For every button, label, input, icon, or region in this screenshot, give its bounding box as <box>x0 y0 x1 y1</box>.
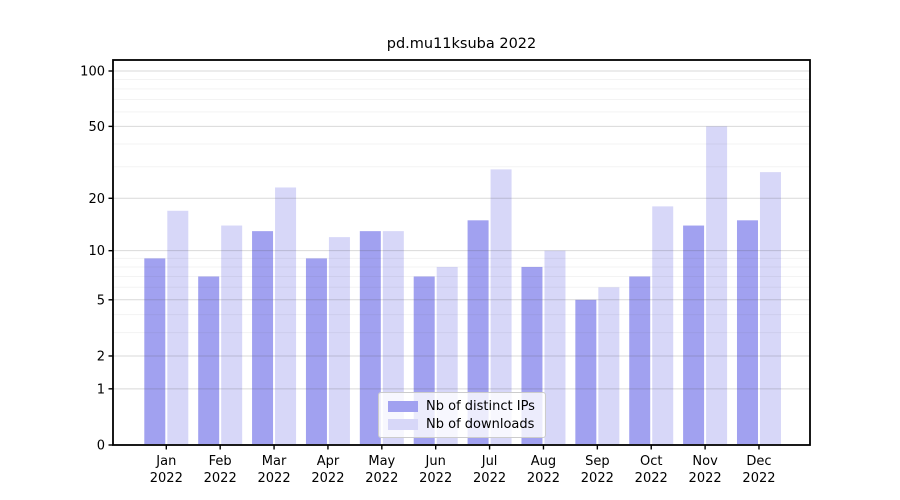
legend-label-downloads: Nb of downloads <box>426 416 535 432</box>
bar-may-s1 <box>382 231 404 444</box>
x-tick-label: May 2022 <box>365 454 398 486</box>
bars-series-1 <box>167 126 781 444</box>
bar-dec-s0 <box>736 220 758 444</box>
y-gridlines <box>113 70 810 390</box>
bar-jan-s0 <box>144 258 166 444</box>
y-tick-label: 20 <box>88 192 105 207</box>
bar-jul-s1 <box>490 169 512 444</box>
bar-oct-s1 <box>652 206 674 444</box>
x-tick-label: Jan 2022 <box>150 454 183 486</box>
bar-jan-s1 <box>167 210 189 444</box>
y-tick-label: 0 <box>97 439 105 454</box>
bar-nov-s1 <box>706 126 728 444</box>
legend-entry-ips: Nb of distinct IPs <box>388 399 535 414</box>
x-tick-label: Mar 2022 <box>258 454 291 486</box>
x-tick-label: Sep 2022 <box>581 454 614 486</box>
bar-jul-s0 <box>467 220 489 444</box>
x-tick-label: Dec 2022 <box>742 454 775 486</box>
y-axis: 0 1 2 5 10 20 50 100 <box>80 65 113 454</box>
bar-apr-s1 <box>328 237 350 444</box>
x-tick-label: Feb 2022 <box>204 454 237 486</box>
legend-swatch-ips <box>388 400 418 412</box>
x-tick-label: Nov 2022 <box>689 454 722 486</box>
x-tick-label: Oct 2022 <box>635 454 668 486</box>
chart-title: pd.mu11ksuba 2022 <box>386 36 537 52</box>
bar-oct-s0 <box>629 276 651 444</box>
x-axis: Jan 2022 Feb 2022 Mar 2022 Apr 2022 May 2022 Jun 20… <box>150 445 776 486</box>
y-tick-label: 1 <box>97 382 105 397</box>
legend-entry-downloads: Nb of downloads <box>388 417 535 432</box>
legend: Nb of distinct IPs Nb of downloads <box>378 392 546 438</box>
bar-may-s0 <box>359 231 381 444</box>
x-tick-label: Aug 2022 <box>527 454 560 486</box>
bar-apr-s0 <box>305 258 327 444</box>
bar-dec-s1 <box>759 172 781 444</box>
y-tick-label: 100 <box>80 65 105 80</box>
bar-mar-s0 <box>252 231 274 444</box>
x-tick-label: Jul 2022 <box>473 454 506 486</box>
legend-swatch-downloads <box>388 418 418 430</box>
bar-aug-s1 <box>544 250 566 444</box>
bar-sep-s0 <box>575 299 597 444</box>
y-tick-label: 10 <box>88 244 105 259</box>
y-tick-label: 50 <box>88 120 105 135</box>
plot-border <box>112 59 811 446</box>
y-tick-label: 2 <box>97 349 105 364</box>
bar-feb-s1 <box>221 225 243 444</box>
legend-label-ips: Nb of distinct IPs <box>426 398 535 414</box>
bar-nov-s0 <box>683 225 705 444</box>
bar-sep-s1 <box>598 287 620 444</box>
bar-feb-s0 <box>198 276 220 444</box>
x-tick-label: Apr 2022 <box>311 454 344 486</box>
x-tick-label: Jun 2022 <box>419 454 452 486</box>
bar-mar-s1 <box>275 187 297 444</box>
y-tick-label: 5 <box>97 293 105 308</box>
